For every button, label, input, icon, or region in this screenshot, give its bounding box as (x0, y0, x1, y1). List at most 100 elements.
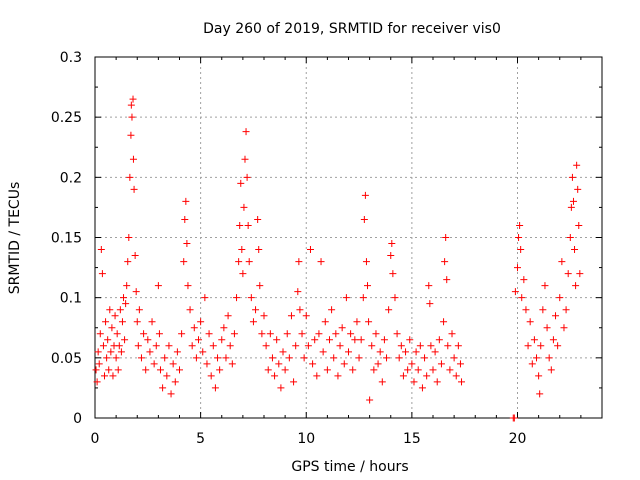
data-point (183, 240, 191, 248)
data-point (317, 258, 325, 266)
y-tick-label: 0.05 (51, 351, 82, 367)
data-point (129, 95, 137, 103)
x-tick-label: 15 (403, 431, 421, 447)
data-point (383, 354, 391, 362)
data-point (125, 234, 133, 241)
data-point (518, 294, 526, 302)
data-point (437, 360, 445, 368)
y-tick-label: 0.1 (60, 291, 82, 307)
data-point (220, 324, 228, 332)
data-point (108, 324, 116, 332)
data-point (165, 342, 173, 350)
x-tick-label: 20 (509, 431, 527, 447)
data-point (181, 215, 189, 223)
data-point (207, 372, 215, 380)
x-axis-label: GPS time / hours (291, 459, 408, 475)
data-point (426, 300, 434, 308)
data-point (96, 330, 104, 338)
data-point (536, 390, 544, 398)
data-point (224, 312, 232, 320)
data-point (423, 372, 431, 380)
data-point (576, 270, 584, 278)
y-tick-label: 0.2 (60, 170, 82, 186)
data-point (262, 342, 270, 350)
data-point (573, 161, 581, 169)
data-point (240, 203, 248, 211)
data-point (199, 348, 207, 356)
data-point (275, 360, 283, 368)
data-point (197, 318, 205, 326)
data-point (154, 282, 162, 290)
x-tick-label: 5 (196, 431, 205, 447)
data-point (97, 246, 105, 254)
data-point (431, 348, 439, 356)
data-point (558, 258, 566, 266)
data-point (313, 372, 321, 380)
data-point (537, 342, 545, 350)
data-point (574, 185, 582, 193)
data-point (365, 318, 373, 326)
data-point (252, 306, 260, 314)
data-point (95, 360, 103, 368)
data-point (442, 234, 450, 241)
data-point (345, 348, 352, 356)
data-point (239, 270, 247, 278)
data-point (510, 414, 518, 422)
data-point (319, 348, 327, 356)
data-point (244, 221, 252, 229)
data-point (233, 294, 241, 302)
data-point (524, 342, 532, 350)
data-point (256, 282, 264, 290)
data-point (530, 336, 538, 344)
data-point (325, 336, 333, 344)
data-point (566, 234, 574, 241)
data-point (120, 294, 128, 302)
data-point (287, 312, 295, 320)
data-point (388, 240, 396, 248)
data-point (309, 360, 317, 368)
data-point (195, 336, 203, 344)
data-point (148, 318, 156, 326)
data-point (243, 173, 251, 181)
data-point (452, 372, 460, 380)
data-point (123, 282, 131, 290)
data-point (404, 366, 412, 374)
data-point (98, 270, 106, 278)
data-point (353, 318, 361, 326)
data-point (429, 366, 437, 374)
data-point (368, 342, 376, 350)
y-tick-label: 0.15 (51, 231, 82, 247)
data-point (126, 173, 134, 181)
data-point (273, 336, 281, 344)
data-point (105, 366, 113, 374)
data-point (131, 252, 139, 260)
data-point (545, 354, 553, 362)
data-point (374, 360, 382, 368)
data-point (128, 113, 136, 121)
data-point (351, 336, 359, 344)
data-point (171, 378, 179, 386)
data-point (364, 282, 372, 290)
data-point (236, 221, 244, 229)
data-point (230, 330, 238, 338)
data-point (214, 354, 222, 362)
data-point (132, 288, 140, 296)
data-point (190, 324, 198, 332)
data-point (556, 294, 564, 302)
data-point (222, 354, 230, 362)
data-point (159, 384, 167, 392)
chart-title: Day 260 of 2019, SRMTID for receiver vis… (203, 21, 501, 37)
data-point (112, 354, 120, 362)
data-point (572, 282, 580, 290)
data-point (378, 378, 386, 386)
data-point (99, 342, 107, 350)
data-point (554, 342, 562, 350)
x-tick-label: 0 (91, 431, 100, 447)
data-point (115, 342, 123, 350)
data-point (182, 197, 190, 205)
data-point (205, 330, 213, 338)
data-point (241, 155, 249, 163)
data-point (416, 342, 424, 350)
data-point (192, 354, 200, 362)
